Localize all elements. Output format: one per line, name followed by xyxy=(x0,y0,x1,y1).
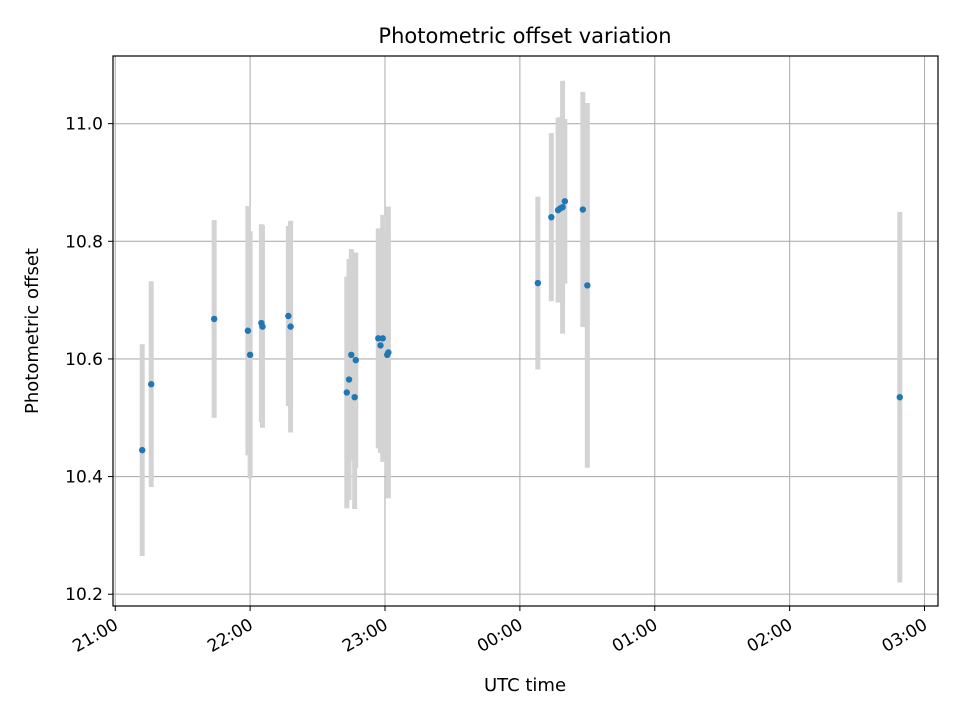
data-point xyxy=(352,356,359,364)
data-point xyxy=(246,351,254,359)
data-point xyxy=(244,327,252,334)
data-point xyxy=(343,389,350,396)
data-point xyxy=(534,279,542,287)
chart-title: Photometric offset variation xyxy=(378,24,671,48)
data-point xyxy=(561,198,569,205)
data-point xyxy=(351,393,358,401)
data-point xyxy=(896,393,903,401)
data-point xyxy=(259,323,266,330)
data-point xyxy=(559,203,566,211)
data-point xyxy=(584,282,591,289)
x-axis-label: UTC time xyxy=(484,675,566,696)
data-point xyxy=(139,446,146,454)
data-point xyxy=(377,342,384,349)
y-tick-label: 10.2 xyxy=(65,585,103,605)
plot-frame xyxy=(112,55,939,607)
data-point xyxy=(287,323,294,330)
y-tick-label: 10.6 xyxy=(65,350,103,370)
data-point xyxy=(348,351,355,359)
data-point xyxy=(345,376,353,383)
data-point xyxy=(148,381,155,388)
data-point xyxy=(385,349,392,356)
y-tick-label: 10.8 xyxy=(65,232,103,252)
data-point xyxy=(579,206,587,213)
y-axis-label: Photometric offset xyxy=(22,248,43,414)
data-point xyxy=(285,312,292,320)
y-tick-label: 10.4 xyxy=(65,468,103,488)
point-layer xyxy=(139,198,903,454)
data-point xyxy=(548,213,555,221)
data-point xyxy=(375,335,382,342)
data-point xyxy=(210,315,218,323)
y-tick-label: 11.0 xyxy=(65,115,103,135)
data-point xyxy=(379,335,386,342)
